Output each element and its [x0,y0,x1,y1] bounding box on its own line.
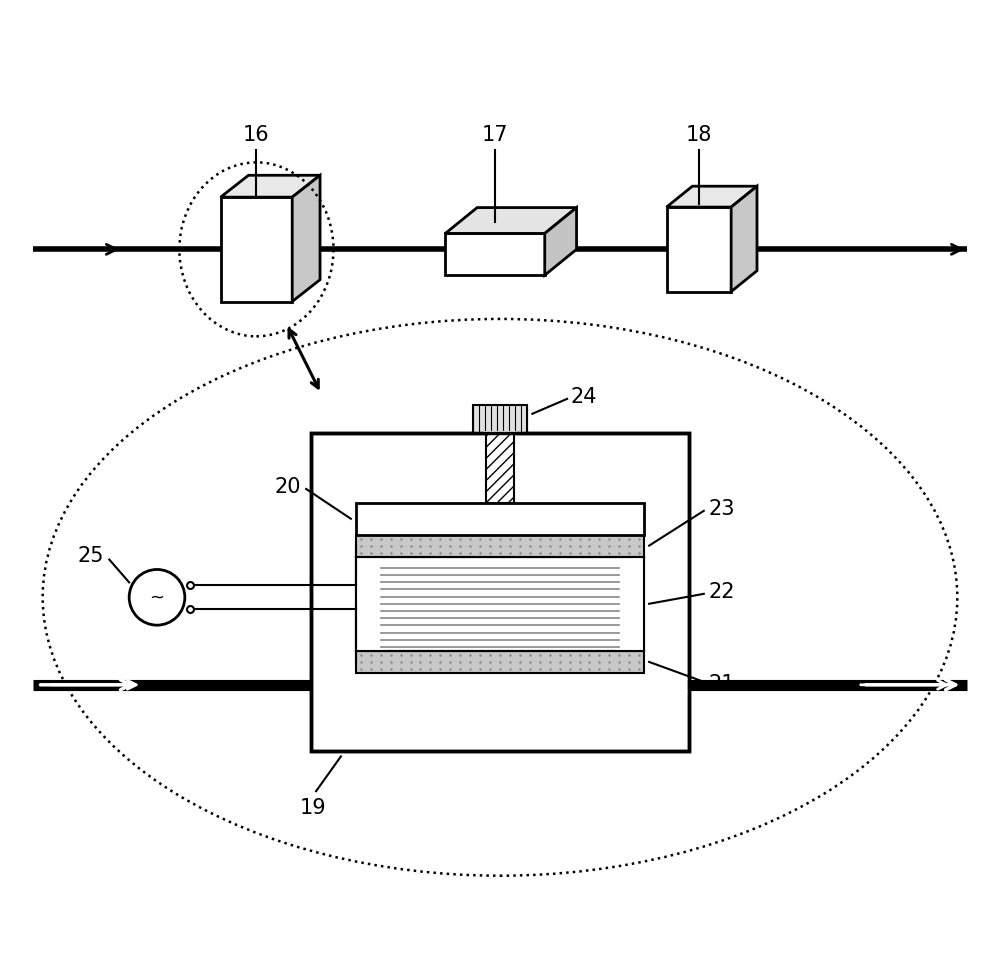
Bar [619,557,644,651]
Polygon shape [221,197,292,302]
Bar [356,651,644,673]
Polygon shape [221,175,320,197]
Text: 20: 20 [275,477,301,497]
Text: 19: 19 [300,798,326,818]
Text: 23: 23 [709,499,735,519]
Polygon shape [292,175,320,302]
Bar [356,503,644,535]
Bar [311,433,689,751]
Bar [356,557,644,651]
Bar [473,405,527,433]
Polygon shape [445,234,545,275]
Text: 22: 22 [709,582,735,602]
Text: 17: 17 [482,125,508,145]
Text: 25: 25 [78,545,104,565]
Polygon shape [667,207,731,291]
Text: 21: 21 [709,673,735,694]
Bar [486,433,514,503]
Polygon shape [667,186,757,207]
Polygon shape [731,186,757,291]
Text: ~: ~ [150,588,165,606]
Polygon shape [445,208,577,234]
Bar [356,535,644,557]
Polygon shape [545,208,577,275]
Text: 24: 24 [570,387,597,407]
Bar [311,433,689,751]
Text: 18: 18 [686,125,712,145]
Text: 16: 16 [243,125,270,145]
Bar [356,557,381,651]
